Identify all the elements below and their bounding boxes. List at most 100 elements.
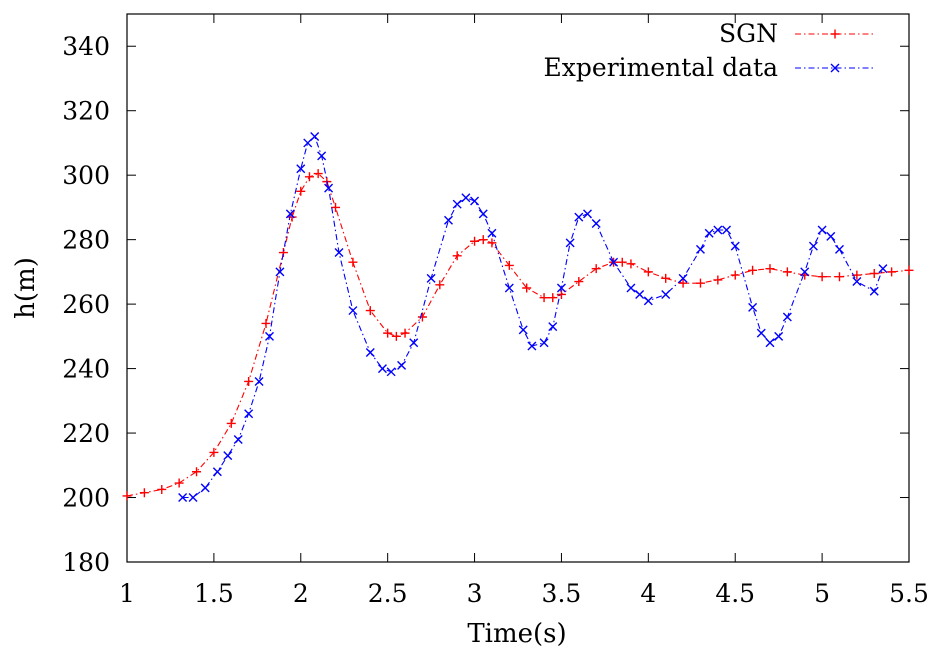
data-point-experimental <box>409 338 419 348</box>
data-point-experimental <box>869 286 879 296</box>
data-point-sgn <box>904 265 914 275</box>
data-point-sgn <box>548 293 558 303</box>
y-tick-label: 180 <box>62 548 110 577</box>
data-point-experimental <box>565 238 575 248</box>
data-point-experimental <box>635 289 645 299</box>
data-point-sgn <box>174 478 184 488</box>
data-point-sgn <box>452 251 462 261</box>
data-point-sgn <box>287 212 297 222</box>
data-point-experimental <box>609 257 619 267</box>
series-line-experimental <box>182 135 884 499</box>
data-point-experimental <box>878 264 888 274</box>
data-point-sgn <box>417 312 427 322</box>
data-point-sgn <box>869 268 879 278</box>
y-tick-label: 320 <box>62 97 110 126</box>
data-point-sgn <box>304 172 314 182</box>
x-tick-label: 4.5 <box>715 579 755 608</box>
x-tick-label: 2 <box>293 579 309 608</box>
data-point-experimental <box>730 241 740 251</box>
data-point-experimental <box>188 493 198 503</box>
plot-border <box>126 13 910 563</box>
data-point-experimental <box>348 306 358 316</box>
data-point-experimental <box>548 322 558 332</box>
data-point-sgn <box>817 272 827 282</box>
data-point-experimental <box>461 193 471 203</box>
data-point-sgn <box>643 267 653 277</box>
x-tick-label: 1 <box>119 579 135 608</box>
data-point-sgn <box>296 186 306 196</box>
series-sgn <box>122 169 914 501</box>
data-point-sgn <box>139 488 149 498</box>
data-point-experimental <box>212 467 222 477</box>
data-point-experimental <box>826 231 836 241</box>
data-point-sgn <box>348 257 358 267</box>
data-point-sgn <box>626 259 636 269</box>
data-point-experimental <box>808 241 818 251</box>
data-point-experimental <box>782 312 792 322</box>
data-point-sgn <box>504 260 514 270</box>
y-tick-label: 340 <box>62 32 110 61</box>
data-point-sgn <box>122 491 132 501</box>
data-point-sgn <box>313 169 323 179</box>
data-point-sgn <box>400 328 410 338</box>
data-point-experimental <box>678 273 688 283</box>
data-point-sgn <box>782 267 792 277</box>
data-point-experimental <box>386 367 396 377</box>
data-point-sgn <box>556 289 566 299</box>
data-point-sgn <box>522 283 532 293</box>
data-point-experimental <box>574 212 584 222</box>
series-experimental <box>178 131 888 503</box>
data-point-sgn <box>192 467 202 477</box>
data-point-experimental <box>265 331 274 341</box>
data-point-experimental <box>317 151 327 161</box>
data-point-experimental <box>583 209 593 219</box>
data-point-experimental <box>748 302 758 312</box>
data-point-experimental <box>233 435 243 445</box>
data-point-sgn <box>226 418 236 428</box>
y-tick-label: 280 <box>62 226 110 255</box>
data-point-sgn <box>331 202 341 212</box>
y-tick-label: 260 <box>62 290 110 319</box>
data-point-sgn <box>591 264 601 274</box>
data-point-experimental <box>334 248 344 258</box>
data-point-sgn <box>365 306 375 316</box>
data-point-experimental <box>285 209 295 219</box>
data-point-experimental <box>303 138 313 148</box>
legend-label-experimental: Experimental data <box>544 53 779 82</box>
x-tick-label: 1.5 <box>194 579 234 608</box>
data-point-experimental <box>756 328 766 338</box>
x-axis-ticks: 1 1.5 2 2.5 3 3.5 4 4.5 5 5.5 <box>119 14 929 608</box>
data-point-experimental <box>178 493 188 503</box>
series-line-sgn <box>126 172 910 497</box>
data-point-experimental <box>704 228 714 238</box>
data-point-experimental <box>556 283 566 293</box>
data-point-sgn <box>748 265 758 275</box>
data-point-sgn <box>278 248 288 258</box>
data-point-experimental <box>817 225 827 235</box>
data-point-experimental <box>470 196 480 206</box>
data-point-sgn <box>391 331 401 341</box>
y-tick-label: 300 <box>62 161 110 190</box>
data-point-experimental <box>397 360 407 370</box>
data-point-experimental <box>800 267 810 277</box>
data-point-experimental <box>539 338 549 348</box>
data-point-experimental <box>275 267 285 277</box>
data-point-sgn <box>617 257 627 267</box>
x-tick-label: 4 <box>640 579 656 608</box>
data-point-experimental <box>324 183 334 193</box>
data-point-experimental <box>244 409 254 419</box>
data-point-sgn <box>887 267 897 277</box>
series-layer <box>122 131 914 503</box>
legend-marker-sgn <box>830 29 840 39</box>
x-axis-title: Time(s) <box>467 619 566 649</box>
data-point-sgn <box>244 376 254 386</box>
data-point-experimental <box>626 283 636 293</box>
legend-marker-experimental <box>830 63 840 73</box>
data-point-experimental <box>713 225 723 235</box>
data-point-sgn <box>678 278 688 288</box>
x-tick-label: 5.5 <box>889 579 929 608</box>
data-point-experimental <box>695 244 705 254</box>
data-point-sgn <box>157 484 167 494</box>
data-point-sgn <box>470 236 480 246</box>
